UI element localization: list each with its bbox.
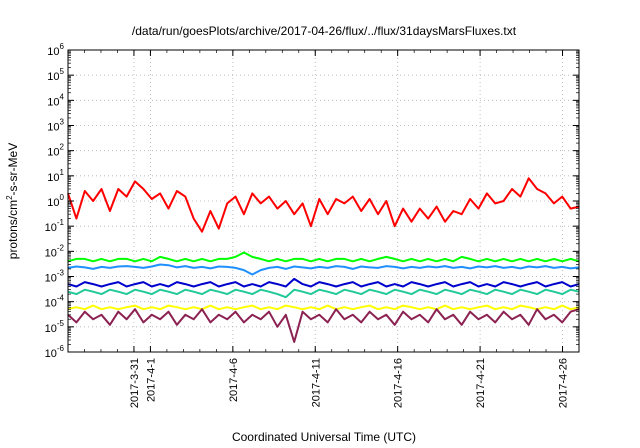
y-tick-label: 102 <box>47 143 64 159</box>
y-tick-label-base: 10 <box>45 222 57 234</box>
y-tick-label-exp: 0 <box>60 193 65 202</box>
y-tick-label: 10-3 <box>45 269 65 285</box>
y-tick-label-base: 10 <box>47 147 59 159</box>
x-tick-label: 2017-4-26 <box>558 358 570 408</box>
y-axis-ticks: 10610510410310210110010-110-210-310-410-… <box>45 42 579 360</box>
y-tick-label-exp: 5 <box>60 67 65 76</box>
y-tick-label-exp: 3 <box>60 118 65 127</box>
y-axis-label: protons/cm2-s-sr-MeV <box>5 143 20 259</box>
x-tick-label: 2017-4-21 <box>475 358 487 408</box>
y-tick-label-base: 10 <box>45 273 57 285</box>
series-line-6 <box>67 304 580 311</box>
y-tick-label-base: 10 <box>47 71 59 83</box>
y-tick-label: 10-4 <box>45 294 65 310</box>
y-tick-label-exp: 6 <box>60 42 65 51</box>
y-tick-label-exp: 1 <box>60 168 65 177</box>
series-line-4 <box>67 277 580 288</box>
series-line-3 <box>67 263 580 276</box>
y-tick-label-exp: -4 <box>57 294 65 303</box>
y-tick-label: 106 <box>47 42 64 58</box>
y-tick-label-base: 10 <box>47 96 59 108</box>
y-tick-label: 10-6 <box>45 344 65 360</box>
x-tick-label: 2017-4-11 <box>310 358 322 407</box>
x-tick-label: 2017-4-1 <box>145 358 157 402</box>
x-axis-ticks: 2017-3-31 2017-4-1 2017-4-6 2017-4-11 2017-4… <box>67 50 580 408</box>
y-tick-label-base: 10 <box>45 247 57 259</box>
x-axis-label: Coordinated Universal Time (UTC) <box>232 430 416 444</box>
y-tick-label-exp: -6 <box>57 344 65 353</box>
y-tick-label-base: 10 <box>47 197 59 209</box>
series-line-5 <box>67 288 580 299</box>
y-tick-label: 10-2 <box>45 243 65 259</box>
y-tick-label: 100 <box>47 193 64 209</box>
x-tick-label: 2017-4-6 <box>228 358 240 402</box>
y-tick-label-exp: -5 <box>57 319 65 328</box>
y-tick-label-exp: -2 <box>57 243 65 252</box>
chart-title: /data/run/goesPlots/archive/2017-04-26/f… <box>132 24 517 38</box>
y-tick-label: 101 <box>47 168 64 184</box>
y-axis-label-sup: 2 <box>5 195 14 200</box>
y-tick-label-base: 10 <box>45 348 57 360</box>
data-series <box>67 177 580 343</box>
y-tick-label: 104 <box>47 92 64 108</box>
x-tick-label: 2017-3-31 <box>129 358 141 408</box>
y-tick-label-exp: 4 <box>60 92 65 101</box>
series-line-1 <box>67 177 580 233</box>
y-tick-label: 10-5 <box>45 319 65 335</box>
y-tick-label: 103 <box>47 118 64 134</box>
y-tick-label-exp: -1 <box>57 218 65 227</box>
series-line-2 <box>67 251 580 263</box>
y-tick-label-base: 10 <box>47 172 59 184</box>
x-tick-label: 2017-4-16 <box>393 358 405 408</box>
y-tick-label-base: 10 <box>45 323 57 335</box>
y-tick-label-base: 10 <box>47 46 59 58</box>
y-tick-label: 10-1 <box>45 218 65 234</box>
y-axis-label-suffix: -s-sr-MeV <box>6 143 20 196</box>
y-tick-label-exp: 2 <box>60 143 65 152</box>
series-line-7 <box>67 308 580 343</box>
y-tick-label-exp: -3 <box>57 269 65 278</box>
y-tick-label-base: 10 <box>45 298 57 310</box>
y-tick-label: 105 <box>47 67 64 83</box>
y-tick-label-base: 10 <box>47 122 59 134</box>
y-axis-label-prefix: protons/cm <box>6 200 20 259</box>
